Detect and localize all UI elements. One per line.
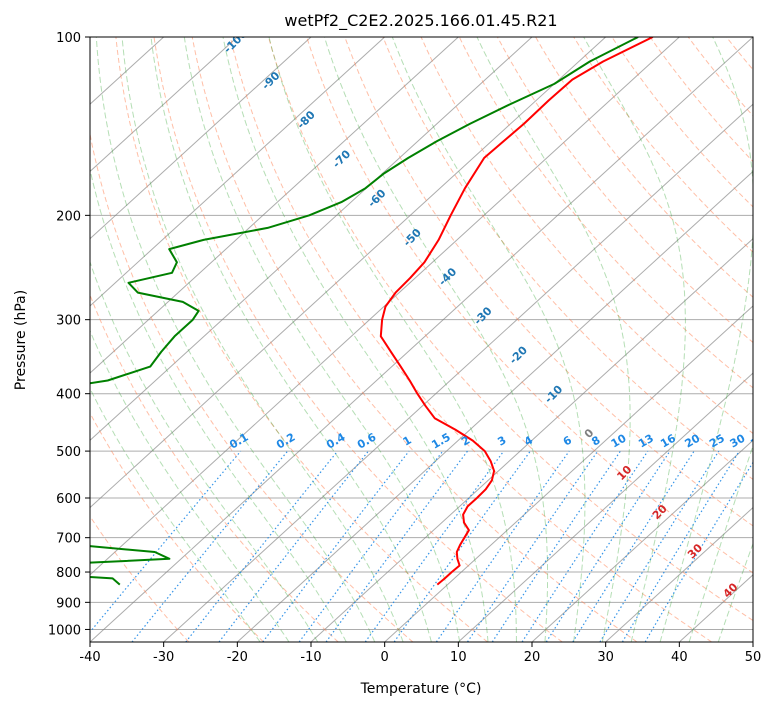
x-tick-label: 40 [671, 650, 688, 665]
chart-title: wetPf2_C2E2.2025.166.01.45.R21 [284, 11, 557, 31]
x-tick-label: 50 [745, 650, 762, 665]
x-tick-label: 20 [524, 650, 541, 665]
y-tick-label: 400 [56, 388, 81, 403]
y-tick-label: 700 [56, 532, 81, 547]
x-tick-label: -40 [79, 650, 100, 665]
x-axis-label: Temperature (°C) [360, 681, 482, 697]
y-tick-label: 300 [56, 314, 81, 329]
y-tick-label: 900 [56, 596, 81, 611]
x-tick-label: -30 [153, 650, 174, 665]
y-tick-label: 500 [56, 445, 81, 460]
x-tick-label: -10 [300, 650, 321, 665]
y-tick-label: 200 [56, 209, 81, 224]
y-tick-label: 600 [56, 492, 81, 507]
x-tick-label: 0 [381, 650, 389, 665]
y-tick-label: 1000 [48, 623, 81, 638]
x-tick-label: 30 [597, 650, 614, 665]
y-tick-label: 100 [56, 31, 81, 46]
y-tick-label: 800 [56, 566, 81, 581]
y-axis-label: Pressure (hPa) [13, 290, 29, 390]
x-tick-label: 10 [450, 650, 467, 665]
x-tick-label: -20 [227, 650, 248, 665]
